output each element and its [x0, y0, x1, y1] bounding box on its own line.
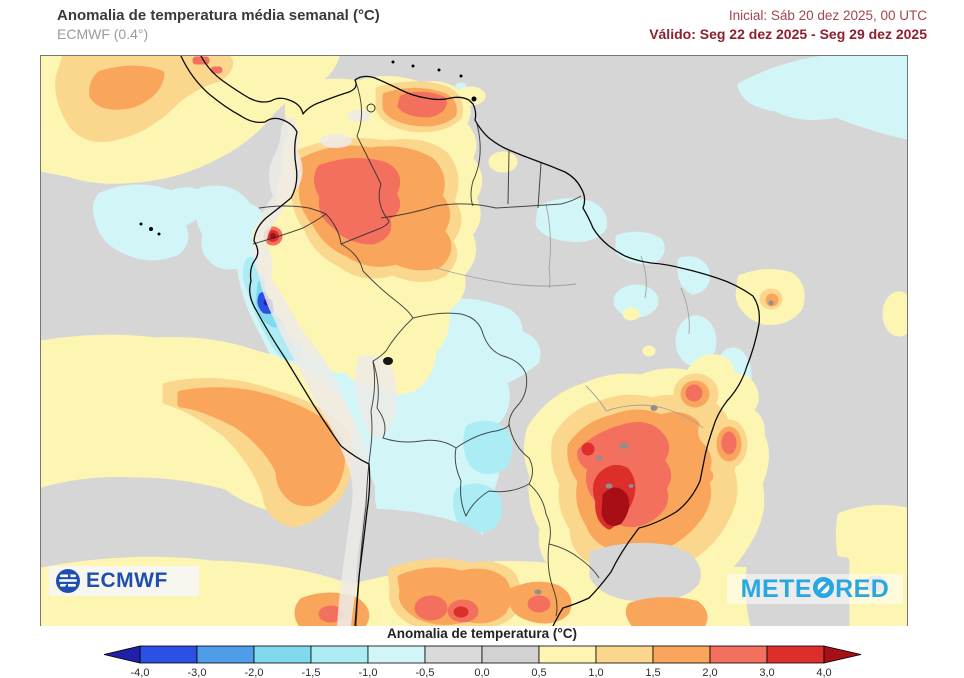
legend-tick-0: -4,0: [131, 667, 150, 678]
legend-tick-8: 1,0: [588, 667, 603, 678]
legend-tick-2: -2,0: [245, 667, 264, 678]
meteored-logo: METE RED: [727, 574, 903, 604]
legend-cell-3: [310, 645, 369, 664]
anomaly-map: [41, 56, 907, 626]
legend-tick-9: 1,5: [645, 667, 660, 678]
coastline: [139, 56, 761, 626]
legend-tick-12: 4,0: [816, 667, 831, 678]
meteored-o-icon: [813, 577, 835, 599]
ecmwf-logo: ECMWF: [49, 566, 199, 596]
legend-arrow-left: [103, 645, 141, 664]
ecmwf-logo-text: ECMWF: [86, 569, 168, 592]
legend-cell-6: [481, 645, 540, 664]
lake-titicaca: [383, 357, 393, 365]
legend-title: Anomalia de temperatura (°C): [387, 626, 577, 641]
meteored-logo-text-left: METE: [740, 574, 813, 603]
color-scale-legend: Anomalia de temperatura (°C) -4,0 -3,0 -2,…: [0, 626, 964, 678]
terrain-andes: [252, 110, 397, 626]
map-container: ECMWF METE RED: [40, 55, 908, 627]
legend-arrow-right: [823, 645, 862, 664]
legend-cell-11: [766, 645, 825, 664]
legend-cell-1: [196, 645, 255, 664]
legend-tick-7: 0,5: [531, 667, 546, 678]
legend-tick-11: 3,0: [759, 667, 774, 678]
legend-cell-0: [139, 645, 198, 664]
legend-tick-10: 2,0: [702, 667, 717, 678]
valid-range: Válido: Seg 22 dez 2025 - Seg 29 dez 202…: [649, 26, 927, 42]
legend-cell-9: [652, 645, 711, 664]
legend-cell-4: [367, 645, 426, 664]
legend-tick-3: -1,5: [302, 667, 321, 678]
legend-tick-5: -0,5: [416, 667, 435, 678]
legend-tick-6: 0,0: [474, 667, 489, 678]
ecmwf-icon: [56, 569, 80, 593]
legend-cell-2: [253, 645, 312, 664]
state-borders: [435, 203, 704, 429]
meteored-logo-text-right: RED: [835, 574, 890, 603]
legend-cell-10: [709, 645, 768, 664]
init-datetime: Inicial: Sáb 20 dez 2025, 00 UTC: [728, 8, 927, 23]
warm-anomalies: [41, 56, 907, 626]
city-markers: [534, 300, 774, 595]
legend-cell-5: [424, 645, 483, 664]
page-title: Anomalia de temperatura média semanal (°…: [57, 7, 380, 24]
legend-tick-4: -1,0: [359, 667, 378, 678]
legend-tick-1: -3,0: [188, 667, 207, 678]
country-borders: [252, 79, 600, 626]
legend-colorbar: -4,0 -3,0 -2,0 -1,5 -1,0 -0,5 0,0 0,5 1,0 1,5 2,0 3…: [103, 645, 862, 678]
legend-cell-7: [538, 645, 597, 664]
model-subtitle: ECMWF (0.4°): [57, 26, 149, 42]
legend-cell-8: [595, 645, 654, 664]
